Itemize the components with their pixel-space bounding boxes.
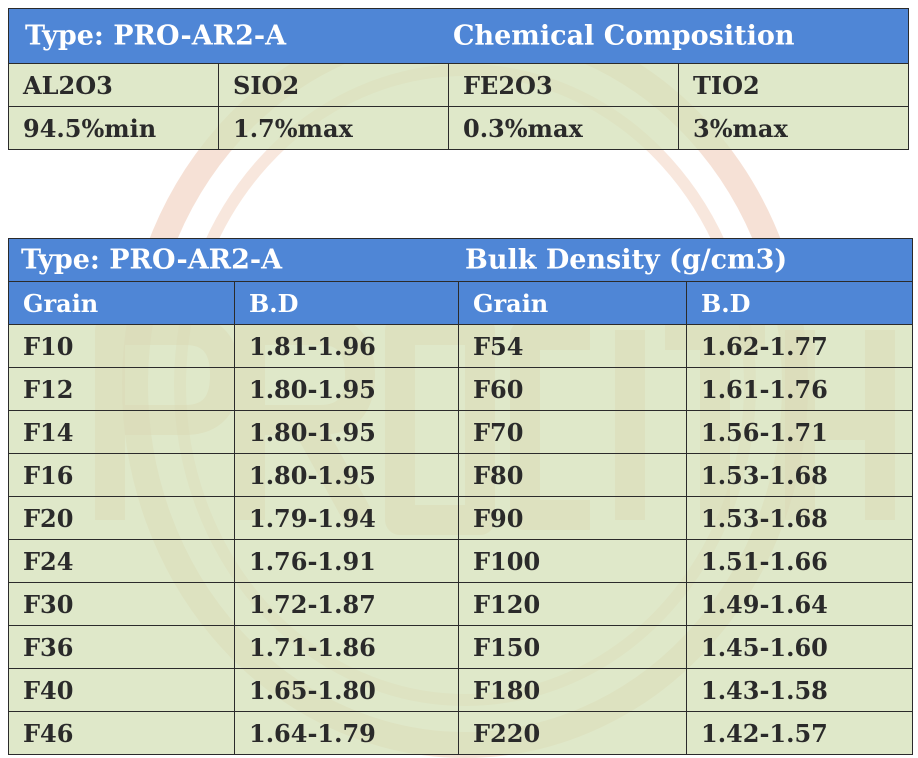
table-cell: F54 (458, 324, 687, 368)
table-cell: F30 (8, 582, 235, 626)
bulk-density-table: Type: PRO-AR2-A Bulk Density (g/cm3) Gra… (8, 238, 913, 755)
table-cell: F60 (458, 367, 687, 411)
table-cell: 1.80-1.95 (234, 453, 459, 497)
table-row: F16 1.80-1.95 F80 1.53-1.68 (8, 453, 913, 497)
table-cell: F24 (8, 539, 235, 583)
table-row: F46 1.64-1.79 F220 1.42-1.57 (8, 711, 913, 755)
table-cell: 1.76-1.91 (234, 539, 459, 583)
table-cell: F100 (458, 539, 687, 583)
table-cell: F40 (8, 668, 235, 712)
table-cell: F150 (458, 625, 687, 669)
table-row: F36 1.71-1.86 F150 1.45-1.60 (8, 625, 913, 669)
table-cell: 1.64-1.79 (234, 711, 459, 755)
bulk-title: Bulk Density (g/cm3) (465, 244, 788, 276)
chemical-values-row: 94.5%min 1.7%max 0.3%max 3%max (8, 106, 909, 150)
bulk-header-row: Grain B.D Grain B.D (8, 281, 913, 325)
chemical-title: Chemical Composition (453, 20, 795, 52)
table-cell: 1.72-1.87 (234, 582, 459, 626)
table-cell: 1.80-1.95 (234, 367, 459, 411)
table-row: F12 1.80-1.95 F60 1.61-1.76 (8, 367, 913, 411)
table-cell: F180 (458, 668, 687, 712)
table-cell: 1.65-1.80 (234, 668, 459, 712)
table-cell: 1.80-1.95 (234, 410, 459, 454)
table-cell: F36 (8, 625, 235, 669)
table-cell: F14 (8, 410, 235, 454)
table-cell: 1.79-1.94 (234, 496, 459, 540)
column-header: TIO2 (678, 63, 909, 107)
table-cell: F10 (8, 324, 235, 368)
table-row: F20 1.79-1.94 F90 1.53-1.68 (8, 496, 913, 540)
column-header: B.D (234, 281, 459, 325)
chemical-type-label: Type: PRO-AR2-A (25, 20, 287, 52)
table-row: F14 1.80-1.95 F70 1.56-1.71 (8, 410, 913, 454)
chemical-header-row: AL2O3 SIO2 FE2O3 TIO2 (8, 63, 909, 107)
column-header: B.D (686, 281, 913, 325)
column-header: Grain (8, 281, 235, 325)
table-cell: 1.45-1.60 (686, 625, 913, 669)
bulk-type-label: Type: PRO-AR2-A (21, 244, 283, 276)
table-cell: F90 (458, 496, 687, 540)
table-cell: 1.53-1.68 (686, 453, 913, 497)
table-cell: F80 (458, 453, 687, 497)
table-cell: 1.62-1.77 (686, 324, 913, 368)
chemical-composition-table: Type: PRO-AR2-A Chemical Composition AL2… (8, 8, 909, 150)
table-cell: 3%max (678, 106, 909, 150)
table-cell: F16 (8, 453, 235, 497)
table-cell: F220 (458, 711, 687, 755)
table-cell: F120 (458, 582, 687, 626)
table-row: F24 1.76-1.91 F100 1.51-1.66 (8, 539, 913, 583)
table-cell: 94.5%min (8, 106, 219, 150)
table-cell: 1.43-1.58 (686, 668, 913, 712)
table-cell: F46 (8, 711, 235, 755)
table-cell: 1.56-1.71 (686, 410, 913, 454)
table-cell: 1.81-1.96 (234, 324, 459, 368)
table-cell: 1.71-1.86 (234, 625, 459, 669)
column-header: AL2O3 (8, 63, 219, 107)
table-cell: 1.61-1.76 (686, 367, 913, 411)
table-cell: 1.49-1.64 (686, 582, 913, 626)
bulk-table-header: Type: PRO-AR2-A Bulk Density (g/cm3) (8, 238, 913, 282)
table-row: F40 1.65-1.80 F180 1.43-1.58 (8, 668, 913, 712)
table-cell: 1.42-1.57 (686, 711, 913, 755)
table-cell: F70 (458, 410, 687, 454)
table-cell: F12 (8, 367, 235, 411)
column-header: SIO2 (218, 63, 449, 107)
table-cell: 1.51-1.66 (686, 539, 913, 583)
table-cell: 1.53-1.68 (686, 496, 913, 540)
table-row: F10 1.81-1.96 F54 1.62-1.77 (8, 324, 913, 368)
table-row: F30 1.72-1.87 F120 1.49-1.64 (8, 582, 913, 626)
table-cell: F20 (8, 496, 235, 540)
chemical-table-header: Type: PRO-AR2-A Chemical Composition (8, 8, 909, 64)
column-header: FE2O3 (448, 63, 679, 107)
table-cell: 0.3%max (448, 106, 679, 150)
column-header: Grain (458, 281, 687, 325)
table-cell: 1.7%max (218, 106, 449, 150)
